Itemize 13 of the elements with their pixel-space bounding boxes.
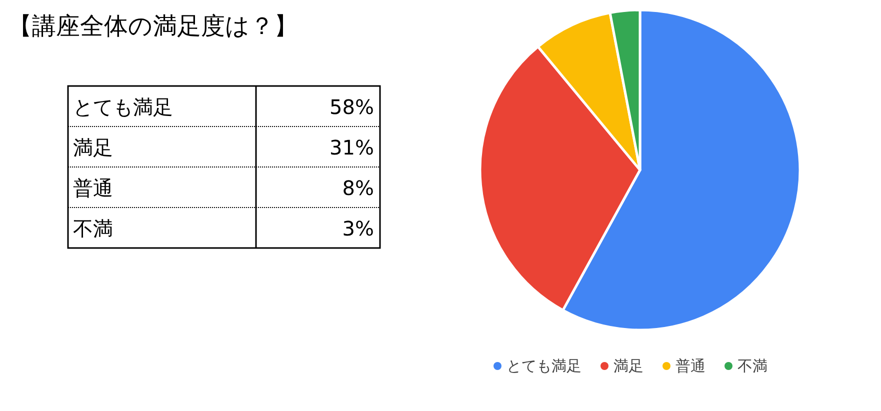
text: 3%: [342, 216, 374, 240]
text: 普通: [73, 176, 113, 200]
text: 【講座全体の満足度は？】: [8, 12, 298, 40]
text: 満足: [73, 136, 113, 160]
text: 58%: [330, 95, 374, 119]
text: 不満: [73, 216, 113, 240]
legend-label: 満足: [614, 357, 644, 375]
text: 31%: [330, 136, 374, 160]
text: とても満足: [73, 95, 173, 119]
text: 8%: [342, 176, 374, 200]
legend-label: とても満足: [506, 357, 582, 375]
legend-label: 不満: [738, 357, 768, 375]
legend-label: 普通: [676, 357, 706, 375]
